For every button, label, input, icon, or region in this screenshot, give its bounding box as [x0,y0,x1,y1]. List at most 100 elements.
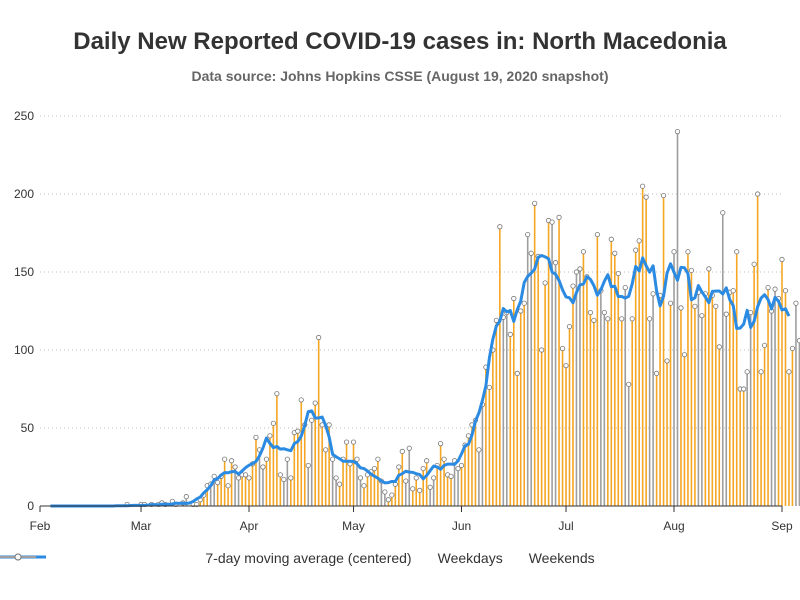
bar-marker [507,331,513,337]
bar-marker [706,266,712,272]
bar-marker [612,250,618,256]
bar-marker [744,369,750,375]
bar-marker [563,362,569,369]
bar-marker [647,316,653,322]
bar-marker [323,447,329,453]
bar-marker [222,456,228,462]
bar-marker [761,342,768,348]
y-tick-label: 0 [27,499,34,513]
bar-marker [263,456,270,462]
moving-average [50,254,791,508]
bar-marker [343,439,350,445]
bar-marker [619,316,625,322]
bar-swatch-icon [0,553,36,561]
bar-marker [215,479,221,486]
bar-marker [559,345,566,352]
bar-marker [458,462,465,469]
x-tick-label: Aug [663,519,684,533]
bar-marker [486,384,492,391]
bar-marker [385,497,391,503]
bar-marker [406,445,412,451]
bar-marker [305,462,311,469]
bar-marker [678,305,684,311]
bar-marker [281,476,287,483]
x-tick-label: Jul [558,519,573,533]
axes: 0 50 100 150 200 250 Feb Mar Apr May Jun Jul Aug Sep [14,109,793,533]
bar-marker [633,247,639,253]
bar-marker [650,291,656,297]
legend: 7-day moving average (centered) Weekdays… [0,550,800,566]
bar-marker [636,238,642,244]
moving-average-line [50,254,791,508]
bar-marker [720,210,726,216]
x-tick-label: Feb [30,519,51,533]
bar-marker [309,417,315,423]
bar-marker [796,338,800,344]
bar-marker [532,200,538,206]
bar-marker [497,224,503,230]
bar-marker [594,231,600,238]
bar-marker [375,456,381,462]
bars [124,129,800,508]
bar-marker [225,483,231,489]
legend-item-weekdays[interactable]: Weekdays [0,550,503,566]
bar-marker [755,191,761,197]
bar-marker [413,475,419,481]
bar-marker [640,183,646,189]
bar-marker [741,386,747,392]
bar-marker [330,456,336,462]
bar-marker [354,456,360,462]
bar-marker [782,288,789,294]
bar-marker [270,420,276,426]
bar-marker [396,464,402,470]
bar-marker [417,487,423,493]
bar-marker [786,369,792,375]
bar-marker [242,472,249,478]
bar-marker [260,464,266,470]
x-tick-label: Jun [452,519,471,533]
bar-marker [615,270,621,277]
bar-marker [730,288,736,294]
bar-marker [789,345,796,352]
bar-marker [688,267,695,274]
bar-marker [591,317,597,323]
bar-marker [183,494,189,500]
bar-marker [552,260,559,266]
bar-marker [298,397,304,403]
x-tick-label: Sep [771,519,793,533]
bar-marker [326,422,332,428]
x-tick-label: Mar [131,519,152,533]
bar-marker [549,219,555,225]
legend-label-weekends: Weekends [528,550,595,566]
bar-marker [723,311,729,317]
bar-marker [253,434,259,440]
bar-marker [514,370,520,376]
bar-marker [274,391,280,397]
bar-marker [521,300,527,306]
legend-item-weekends[interactable]: Weekends [0,550,595,566]
bar-marker [232,464,238,470]
bar-marker [587,309,594,316]
bar-marker [629,316,635,322]
bar-marker [734,249,740,255]
bar-marker [288,475,294,481]
bar-marker [772,286,778,292]
bar-marker [427,484,433,490]
bar-marker [570,283,576,289]
bar-marker [566,323,573,330]
bar-marker [653,370,660,376]
bar-marker [699,313,705,319]
bar-marker [580,249,587,255]
bar-marker [681,352,688,358]
legend-item-average[interactable]: 7-day moving average (centered) [0,550,412,566]
bar-marker [556,214,562,220]
bar-marker [605,316,611,322]
bar-marker [525,231,531,238]
chart-subtitle: Data source: Johns Hopkins CSSE (August … [191,68,609,84]
bar-marker [692,303,698,309]
bar-marker [779,256,785,263]
bar-marker [671,249,677,255]
bar-marker [511,295,517,302]
bar-marker [716,344,722,350]
x-tick-label: Apr [240,519,259,533]
